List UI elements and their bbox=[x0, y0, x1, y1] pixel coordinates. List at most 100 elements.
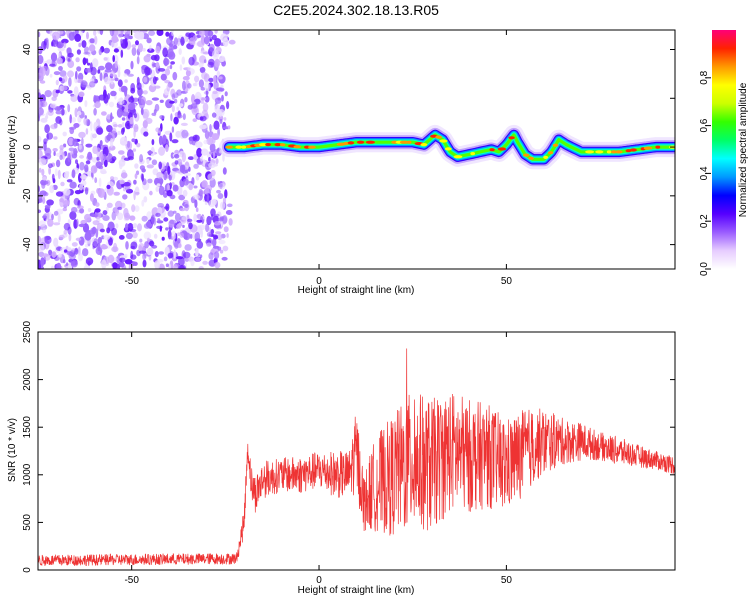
heatmap-cell bbox=[97, 69, 101, 74]
heatmap-cell bbox=[66, 47, 72, 54]
heatmap-cell bbox=[204, 95, 210, 103]
heatmap-cell bbox=[97, 188, 106, 199]
heatmap-cell bbox=[213, 235, 219, 240]
heatmap-cell bbox=[70, 95, 78, 102]
ridge-peak bbox=[497, 147, 507, 151]
heatmap-cell bbox=[192, 83, 197, 87]
heatmap-cell bbox=[202, 260, 208, 265]
heatmap-cell bbox=[94, 101, 101, 109]
ridge-peak bbox=[615, 150, 623, 154]
heatmap-cell bbox=[158, 135, 163, 146]
heatmap-cell bbox=[68, 233, 72, 242]
heatmap-cell bbox=[59, 154, 63, 161]
heatmap-cell bbox=[158, 161, 162, 170]
heatmap-cell bbox=[209, 43, 215, 52]
heatmap-cell bbox=[182, 80, 186, 91]
heatmap-cell bbox=[78, 223, 86, 228]
heatmap-cell bbox=[144, 241, 150, 249]
heatmap-cell bbox=[179, 207, 186, 212]
heatmap-cell bbox=[129, 117, 134, 125]
heatmap-cell bbox=[117, 69, 121, 78]
heatmap-cell bbox=[106, 227, 111, 234]
heatmap-cell bbox=[177, 222, 183, 227]
heatmap-cell bbox=[129, 228, 137, 233]
heatmap-cell bbox=[67, 70, 74, 78]
ridge-peak bbox=[489, 148, 495, 152]
heatmap-cell bbox=[75, 70, 78, 80]
heatmap-cell bbox=[53, 237, 59, 247]
heatmap-cell bbox=[136, 82, 142, 90]
heatmap-cell bbox=[161, 236, 165, 241]
heatmap-cell bbox=[157, 68, 166, 72]
heatmap-cell bbox=[131, 138, 136, 143]
heatmap-cell bbox=[178, 257, 185, 267]
heatmap-cell bbox=[99, 140, 103, 146]
heatmap-cell bbox=[167, 184, 170, 191]
ridge-peak bbox=[547, 151, 554, 155]
heatmap-cell bbox=[62, 131, 67, 137]
ridge-peak bbox=[274, 143, 282, 147]
heatmap-cell bbox=[121, 264, 127, 269]
heatmap-cell bbox=[203, 30, 211, 37]
heatmap-cell bbox=[211, 112, 217, 118]
heatmap-cell bbox=[125, 232, 133, 240]
heatmap-cell bbox=[179, 64, 183, 71]
heatmap-cell bbox=[38, 209, 42, 214]
heatmap-cell bbox=[87, 151, 93, 160]
heatmap-cell bbox=[45, 112, 49, 119]
heatmap-cell bbox=[228, 39, 236, 45]
heatmap-cell bbox=[69, 211, 77, 220]
heatmap-cell bbox=[138, 98, 146, 109]
heatmap-cell bbox=[196, 147, 203, 158]
heatmap-cell bbox=[154, 103, 160, 112]
heatmap-cell bbox=[120, 49, 124, 58]
heatmap-cell bbox=[61, 38, 69, 44]
heatmap-cell bbox=[109, 81, 115, 90]
heatmap-cell bbox=[38, 167, 42, 173]
heatmap-cell bbox=[198, 188, 203, 197]
heatmap-cell bbox=[114, 77, 119, 82]
heatmap-cell bbox=[143, 76, 148, 83]
heatmap-cell bbox=[46, 132, 54, 140]
ridge-peak bbox=[439, 139, 448, 143]
ridge-peak bbox=[241, 145, 247, 149]
heatmap-cell bbox=[165, 144, 169, 153]
heatmap-cell bbox=[53, 136, 58, 140]
heatmap-cell bbox=[196, 240, 204, 249]
heatmap-cell bbox=[124, 79, 128, 83]
heatmap-cell bbox=[171, 230, 176, 240]
heatmap-cell bbox=[90, 66, 97, 76]
heatmap-cell bbox=[218, 239, 226, 245]
heatmap-cell bbox=[139, 31, 145, 40]
heatmap-cell bbox=[183, 251, 191, 259]
heatmap-cell bbox=[202, 51, 210, 55]
heatmap-cell bbox=[170, 61, 176, 65]
x-tick-label: -50 bbox=[124, 575, 139, 586]
heatmap-cell bbox=[188, 184, 193, 191]
heatmap-cell bbox=[38, 193, 43, 203]
heatmap-cell bbox=[157, 203, 165, 208]
heatmap-cell bbox=[78, 42, 82, 48]
heatmap-cell bbox=[59, 144, 64, 151]
heatmap-cell bbox=[52, 31, 60, 41]
heatmap-cell bbox=[81, 180, 87, 187]
heatmap-cell bbox=[116, 104, 122, 109]
heatmap-cell bbox=[201, 180, 208, 188]
heatmap-cell bbox=[115, 223, 119, 229]
colorbar-tick-label: 0.8 bbox=[699, 70, 710, 84]
heatmap-cell bbox=[38, 72, 44, 81]
heatmap-cell bbox=[46, 199, 54, 206]
heatmap-cell bbox=[73, 148, 78, 156]
heatmap-cell bbox=[103, 76, 112, 85]
heatmap-cell bbox=[207, 61, 215, 68]
heatmap-cell bbox=[62, 74, 68, 83]
snr-y-ticks: 0 500 1000 1500 2000 2500 bbox=[22, 320, 675, 573]
heatmap-cell bbox=[155, 212, 161, 217]
spectrogram-x-ticks: -50 0 50 bbox=[124, 30, 512, 287]
heatmap-cell bbox=[204, 81, 210, 91]
heatmap-cell bbox=[228, 218, 233, 226]
heatmap-cell bbox=[91, 214, 98, 218]
heatmap-cell bbox=[76, 218, 79, 228]
heatmap-cell bbox=[146, 248, 154, 256]
heatmap-cell bbox=[104, 68, 112, 73]
